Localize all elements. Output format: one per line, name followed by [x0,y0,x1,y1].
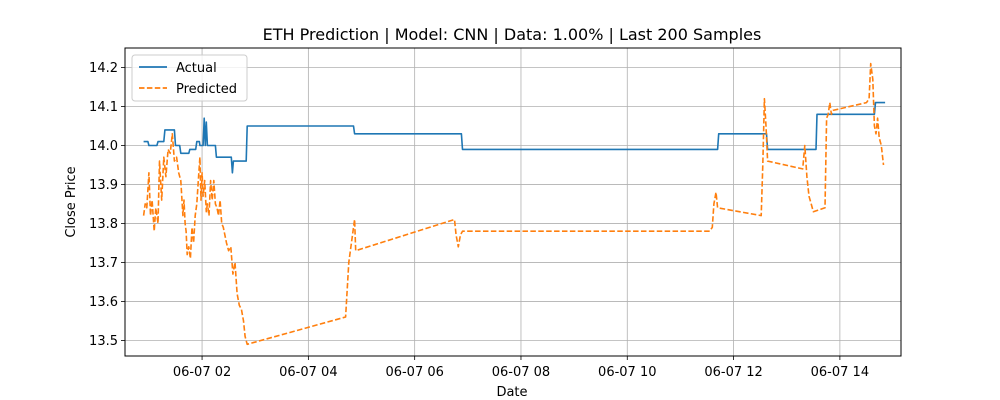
series-line-predicted [142,62,885,346]
series-layer [142,62,886,346]
series-line-actual [143,101,886,174]
chart-title: ETH Prediction | Model: CNN | Data: 1.00… [263,25,762,44]
legend-label-predicted: Predicted [176,82,237,97]
x-tick-label: 06-07 14 [811,365,869,380]
legend-label-actual: Actual [176,61,217,76]
x-tick-label: 06-07 08 [492,365,550,380]
y-tick-label: 13.9 [89,178,118,193]
grid [125,48,901,356]
y-tick-label: 13.8 [89,217,118,232]
x-tick-label: 06-07 10 [598,365,656,380]
x-axis: 06-07 02 06-07 04 06-07 06 06-07 08 06-07 10… [173,356,869,380]
legend: Actual Predicted [131,54,248,102]
y-axis-label: Close Price [64,166,79,237]
y-tick-label: 13.6 [89,295,118,310]
y-tick-label: 14.2 [89,61,118,76]
x-tick-label: 06-07 06 [385,365,443,380]
x-tick-label: 06-07 02 [173,365,231,380]
plot-frame [124,47,902,357]
y-tick-label: 14.1 [89,100,118,115]
y-tick-label: 14.0 [89,139,118,154]
x-tick-label: 06-07 04 [279,365,337,380]
x-tick-label: 06-07 12 [704,365,762,380]
y-tick-label: 13.5 [89,334,118,349]
y-axis: 13.5 13.6 13.7 13.8 13.9 14.0 14.1 14.2 [89,61,125,349]
y-tick-label: 13.7 [89,256,118,271]
x-axis-label: Date [496,385,527,400]
